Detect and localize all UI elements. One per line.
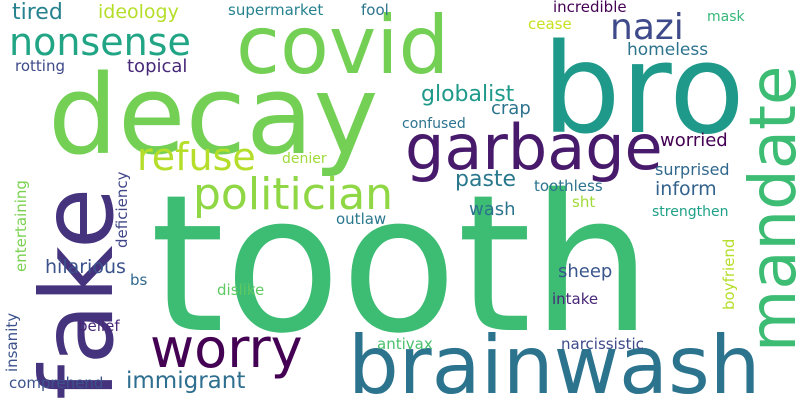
- word-supermarket: supermarket: [228, 1, 324, 19]
- word-bs: bs: [130, 271, 148, 289]
- word-paste: paste: [455, 167, 517, 192]
- word-covid: covid: [236, 0, 450, 92]
- word-crap: crap: [491, 98, 531, 119]
- word-sheep: sheep: [558, 261, 613, 282]
- word-denier: denier: [282, 151, 327, 167]
- word-worry: worry: [150, 317, 303, 380]
- word-mandate: mandate: [737, 65, 800, 352]
- word-mask: mask: [707, 9, 745, 25]
- word-outlaw: outlaw: [336, 210, 387, 228]
- word-bro: bro: [542, 18, 745, 162]
- word-deficiency: deficiency: [113, 171, 131, 248]
- word-dislike: dislike: [217, 281, 265, 299]
- word-hilarious: hilarious: [45, 256, 126, 278]
- word-sht: sht: [572, 193, 596, 211]
- word-antivax: antivax: [377, 335, 433, 353]
- word-comprehend: comprehend: [9, 374, 104, 392]
- word-boyfriend: boyfriend: [720, 238, 738, 310]
- word-belief: belief: [78, 317, 120, 335]
- word-entertaining: entertaining: [12, 180, 30, 272]
- word-strengthen: strengthen: [652, 204, 729, 220]
- word-refuse: refuse: [137, 135, 256, 179]
- word-narcissistic: narcissistic: [561, 335, 644, 353]
- word-incredible: incredible: [553, 0, 627, 16]
- word-surprised: surprised: [655, 160, 730, 179]
- word-fool: fool: [361, 1, 389, 19]
- word-intake: intake: [552, 290, 599, 308]
- word-nazi: nazi: [610, 7, 684, 48]
- word-inform: inform: [655, 178, 717, 200]
- word-confused: confused: [402, 116, 466, 132]
- word-decay: decay: [48, 51, 379, 179]
- word-politician: politician: [193, 169, 394, 220]
- word-topical: topical: [127, 56, 188, 77]
- word-cease: cease: [528, 15, 572, 33]
- word-insanity: insanity: [3, 312, 21, 372]
- word-wash: wash: [469, 199, 516, 220]
- word-toothless: toothless: [534, 177, 603, 195]
- word-nonsense: nonsense: [9, 20, 191, 64]
- word-rotting: rotting: [15, 57, 65, 75]
- word-brainwash: brainwash: [348, 319, 761, 400]
- word-tooth: tooth: [150, 154, 652, 375]
- word-tired: tired: [12, 0, 63, 25]
- word-ideology: ideology: [98, 1, 179, 23]
- word-worried: worried: [660, 130, 728, 151]
- word-globalist: globalist: [421, 82, 515, 107]
- word-immigrant: immigrant: [126, 368, 246, 394]
- word-homeless: homeless: [627, 40, 709, 60]
- word-garbage: garbage: [405, 111, 663, 184]
